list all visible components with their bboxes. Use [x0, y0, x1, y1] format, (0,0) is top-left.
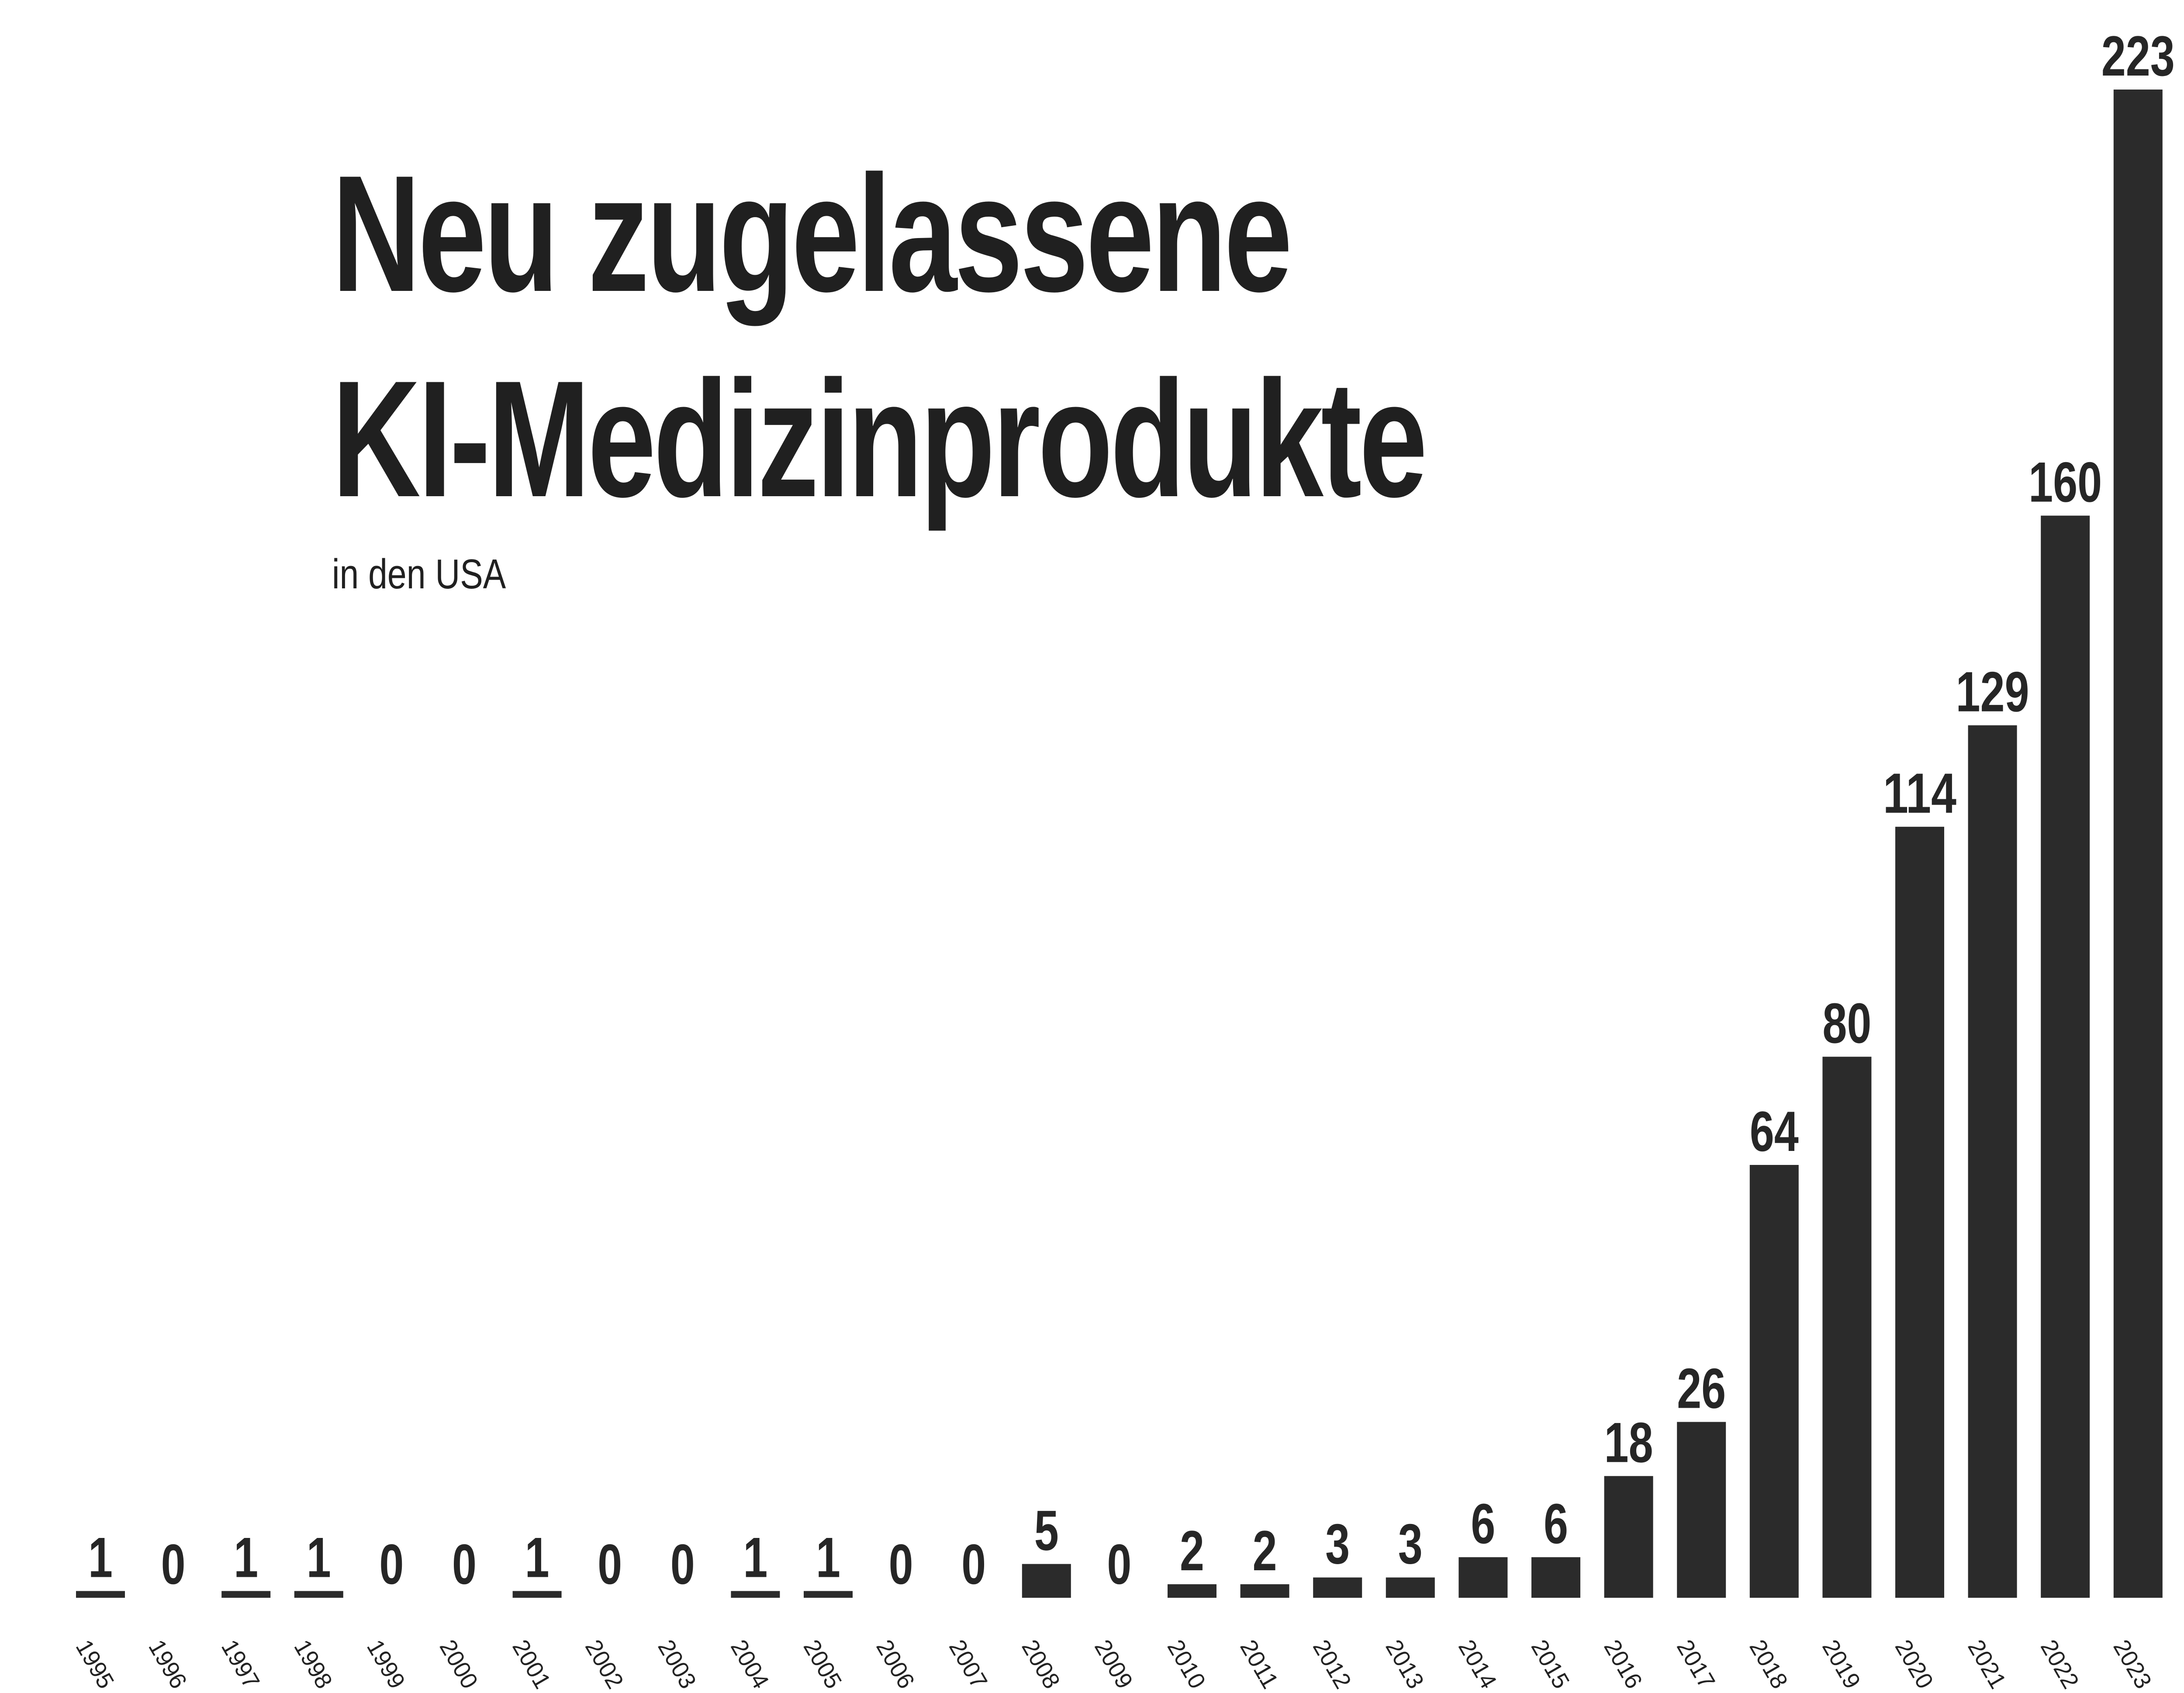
year-label-2016: 2016 [1599, 1635, 1647, 1693]
bar-2017 [1677, 1422, 1726, 1598]
bar-2023 [2113, 90, 2163, 1598]
year-label-2004: 2004 [726, 1635, 774, 1693]
year-label-1999: 1999 [362, 1635, 410, 1693]
value-label-2001: 1 [525, 1526, 549, 1589]
bar-2022 [2041, 515, 2090, 1598]
year-label-2002: 2002 [580, 1635, 629, 1693]
value-label-1999: 0 [379, 1532, 404, 1596]
year-label-2020: 2020 [1890, 1635, 1939, 1693]
value-label-2016: 18 [1604, 1410, 1653, 1474]
year-label-2006: 2006 [871, 1635, 919, 1693]
year-label-2012: 2012 [1308, 1635, 1356, 1693]
year-label-2022: 2022 [2035, 1635, 2084, 1693]
value-label-2013: 3 [1398, 1512, 1423, 1576]
bar-2014 [1458, 1557, 1508, 1598]
year-label-2005: 2005 [798, 1635, 847, 1693]
value-label-2017: 26 [1677, 1356, 1726, 1420]
bar-1998 [294, 1591, 343, 1598]
value-label-2005: 1 [816, 1526, 840, 1589]
year-label-2014: 2014 [1453, 1635, 1502, 1693]
value-label-2014: 6 [1471, 1492, 1495, 1555]
year-label-1997: 1997 [216, 1635, 265, 1693]
value-label-2004: 1 [743, 1526, 767, 1589]
value-label-2002: 0 [598, 1532, 622, 1596]
year-label-1996: 1996 [143, 1635, 192, 1693]
value-label-2015: 6 [1544, 1492, 1568, 1555]
bar-2019 [1822, 1057, 1872, 1598]
year-label-2001: 2001 [507, 1635, 556, 1693]
value-label-2023: 223 [2101, 24, 2175, 88]
year-label-2007: 2007 [944, 1635, 992, 1693]
bar-2001 [512, 1591, 562, 1598]
value-label-2010: 2 [1180, 1519, 1204, 1582]
bar-2004 [731, 1591, 780, 1598]
value-label-2020: 114 [1883, 761, 1956, 825]
year-label-2009: 2009 [1089, 1635, 1138, 1693]
bar-group [76, 90, 2163, 1598]
bar-2008 [1022, 1564, 1071, 1598]
year-label-2000: 2000 [435, 1635, 483, 1693]
bar-2016 [1604, 1476, 1653, 1598]
value-label-2008: 5 [1034, 1499, 1059, 1562]
year-label-2023: 2023 [2108, 1635, 2156, 1693]
year-label-2008: 2008 [1016, 1635, 1065, 1693]
chart-title-line-2: KI-Medizinprodukte [332, 346, 1427, 532]
value-label-2022: 160 [2028, 450, 2102, 514]
value-label-1996: 0 [161, 1532, 186, 1596]
year-label-2015: 2015 [1526, 1635, 1575, 1693]
value-label-2011: 2 [1253, 1519, 1277, 1582]
year-label-2019: 2019 [1817, 1635, 1866, 1693]
bar-2013 [1386, 1577, 1435, 1598]
bar-2015 [1531, 1557, 1580, 1598]
year-label-2011: 2011 [1235, 1635, 1283, 1693]
value-label-2019: 80 [1822, 991, 1871, 1055]
year-label-2021: 2021 [1963, 1635, 2011, 1693]
value-label-1997: 1 [234, 1526, 258, 1589]
bar-2011 [1240, 1584, 1289, 1598]
bar-2012 [1313, 1577, 1362, 1598]
value-label-2018: 64 [1750, 1099, 1799, 1163]
year-label-2013: 2013 [1380, 1635, 1429, 1693]
bar-2020 [1895, 826, 1944, 1598]
value-label-1995: 1 [88, 1526, 113, 1589]
chart-title-line-1: Neu zugelassene [332, 141, 1292, 326]
value-label-2006: 0 [889, 1532, 913, 1596]
bar-2021 [1968, 725, 2017, 1598]
year-label-group: 1995 1996 1997 1998 1999 2000 2001 2002 2003 2004… [71, 1635, 2157, 1693]
bar-2005 [804, 1591, 853, 1598]
bar-2010 [1168, 1584, 1216, 1598]
value-label-2007: 0 [961, 1532, 986, 1596]
value-label-2012: 3 [1325, 1512, 1350, 1576]
value-label-1998: 1 [307, 1526, 331, 1589]
chart-subtitle: in den USA [332, 551, 506, 598]
chart-title: Neu zugelassene KI-Medizinprodukte [332, 131, 1427, 542]
value-label-2009: 0 [1107, 1532, 1131, 1596]
bar-1997 [221, 1591, 271, 1598]
year-label-1998: 1998 [289, 1635, 337, 1693]
value-label-2003: 0 [670, 1532, 695, 1596]
bar-1995 [76, 1591, 125, 1598]
value-label-2000: 0 [452, 1532, 477, 1596]
year-label-2010: 2010 [1162, 1635, 1211, 1693]
year-label-2003: 2003 [653, 1635, 701, 1693]
year-label-2018: 2018 [1744, 1635, 1793, 1693]
year-label-1995: 1995 [71, 1635, 119, 1693]
bar-2018 [1749, 1165, 1799, 1598]
year-label-2017: 2017 [1672, 1635, 1720, 1693]
value-label-2021: 129 [1956, 660, 2029, 724]
value-label-group: 1 0 1 1 0 0 1 0 0 1 1 0 050 2 2 3 3 6 61826648011412916022… [88, 24, 2175, 1596]
